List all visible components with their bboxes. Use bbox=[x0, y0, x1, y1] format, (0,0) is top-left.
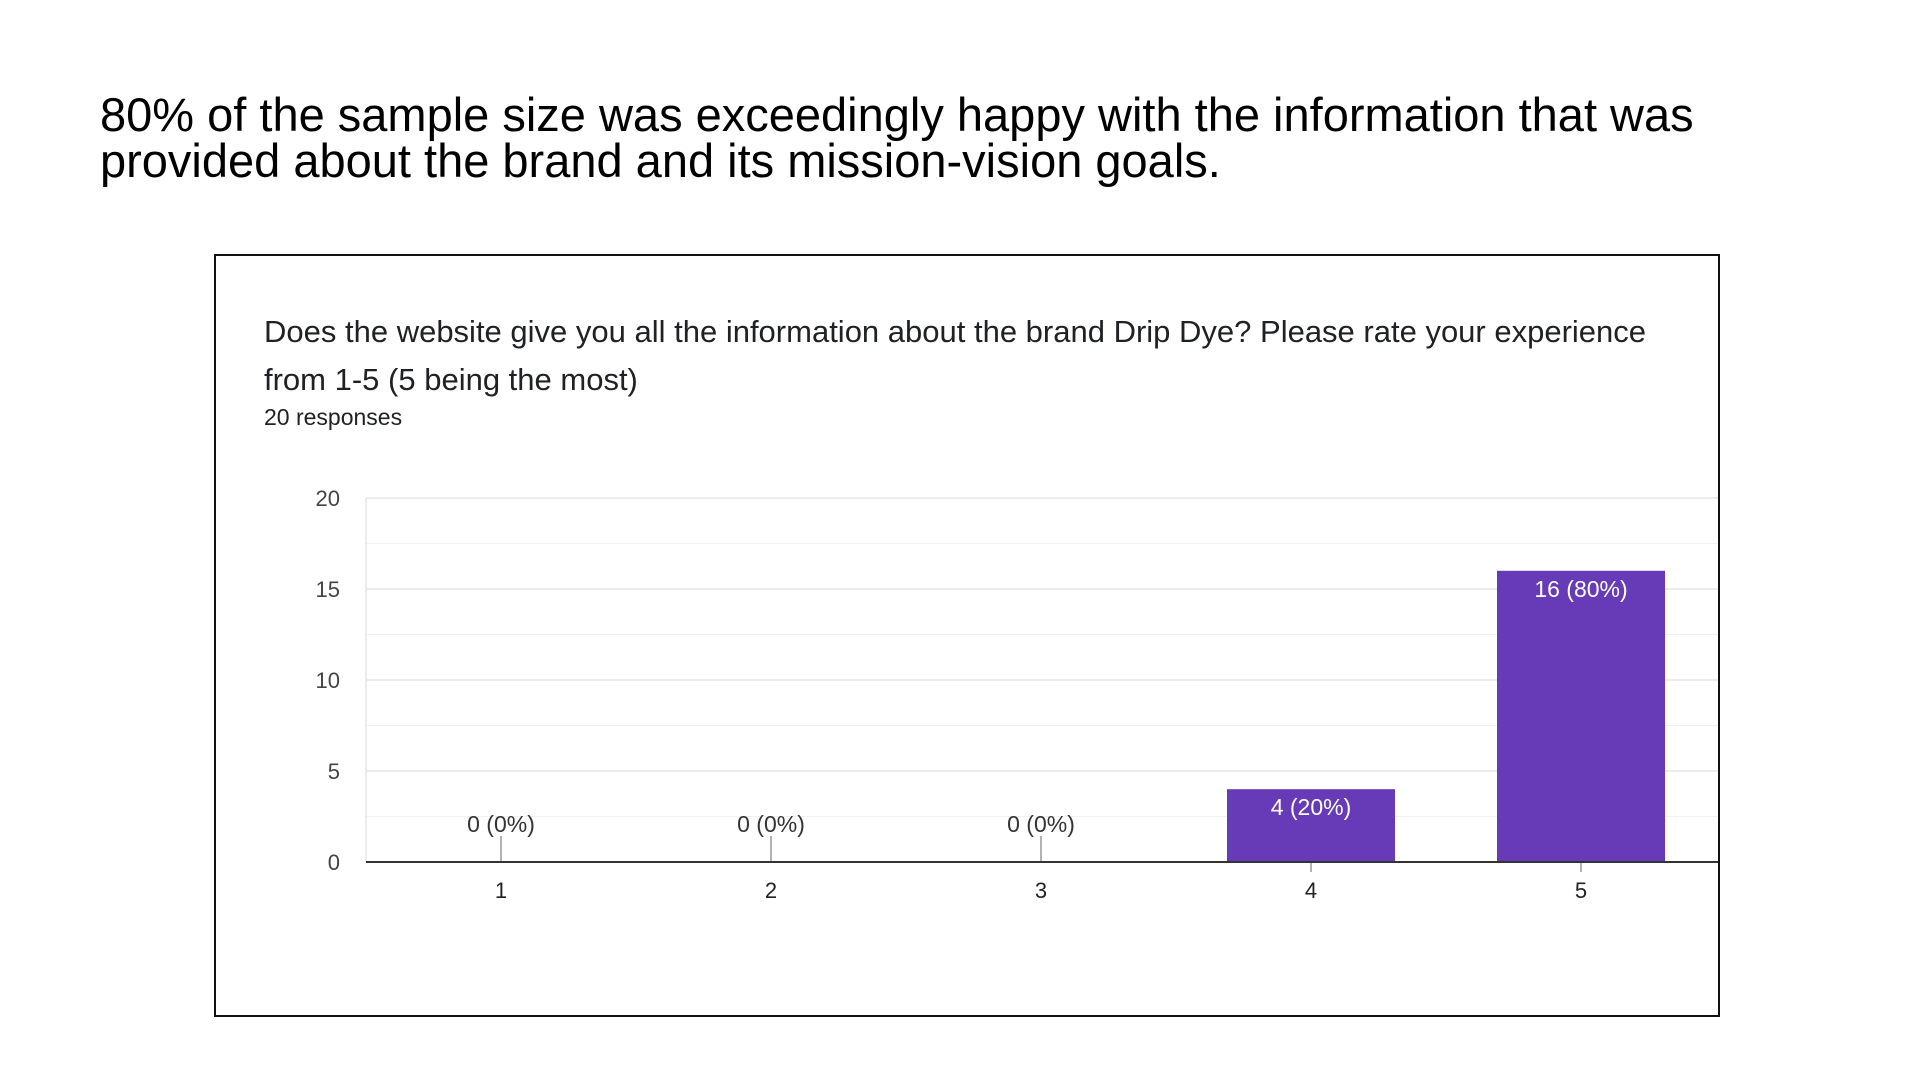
response-count: 20 responses bbox=[264, 404, 403, 430]
data-label: 16 (80%) bbox=[1534, 576, 1627, 602]
bar bbox=[1497, 570, 1665, 862]
y-tick-label: 0 bbox=[328, 850, 340, 875]
y-tick-label: 5 bbox=[328, 759, 340, 784]
x-tick-label: 1 bbox=[495, 878, 507, 903]
data-label: 0 (0%) bbox=[737, 811, 805, 837]
data-label: 0 (0%) bbox=[1007, 811, 1075, 837]
question-text: Does the website give you all the inform… bbox=[264, 314, 1647, 397]
y-tick-label: 20 bbox=[316, 486, 340, 511]
y-tick-label: 15 bbox=[316, 577, 340, 602]
x-tick-label: 3 bbox=[1035, 878, 1047, 903]
y-tick-label: 10 bbox=[316, 668, 340, 693]
bar-chart: 0 5 10 15 20 1 0 (0%) 2 0 (0%) 3 0 (0%) 4 4 (20%) 5 16… bbox=[316, 486, 1718, 903]
data-label: 4 (20%) bbox=[1271, 794, 1352, 820]
x-tick-label: 4 bbox=[1305, 878, 1317, 903]
data-label: 0 (0%) bbox=[467, 811, 535, 837]
x-tick-label: 2 bbox=[765, 878, 777, 903]
bar bbox=[1227, 789, 1395, 862]
x-tick-label: 5 bbox=[1575, 878, 1587, 903]
slide-title: 80% of the sample size was exceedingly h… bbox=[100, 88, 1694, 187]
chart-card: Does the website give you all the inform… bbox=[214, 254, 1720, 1017]
